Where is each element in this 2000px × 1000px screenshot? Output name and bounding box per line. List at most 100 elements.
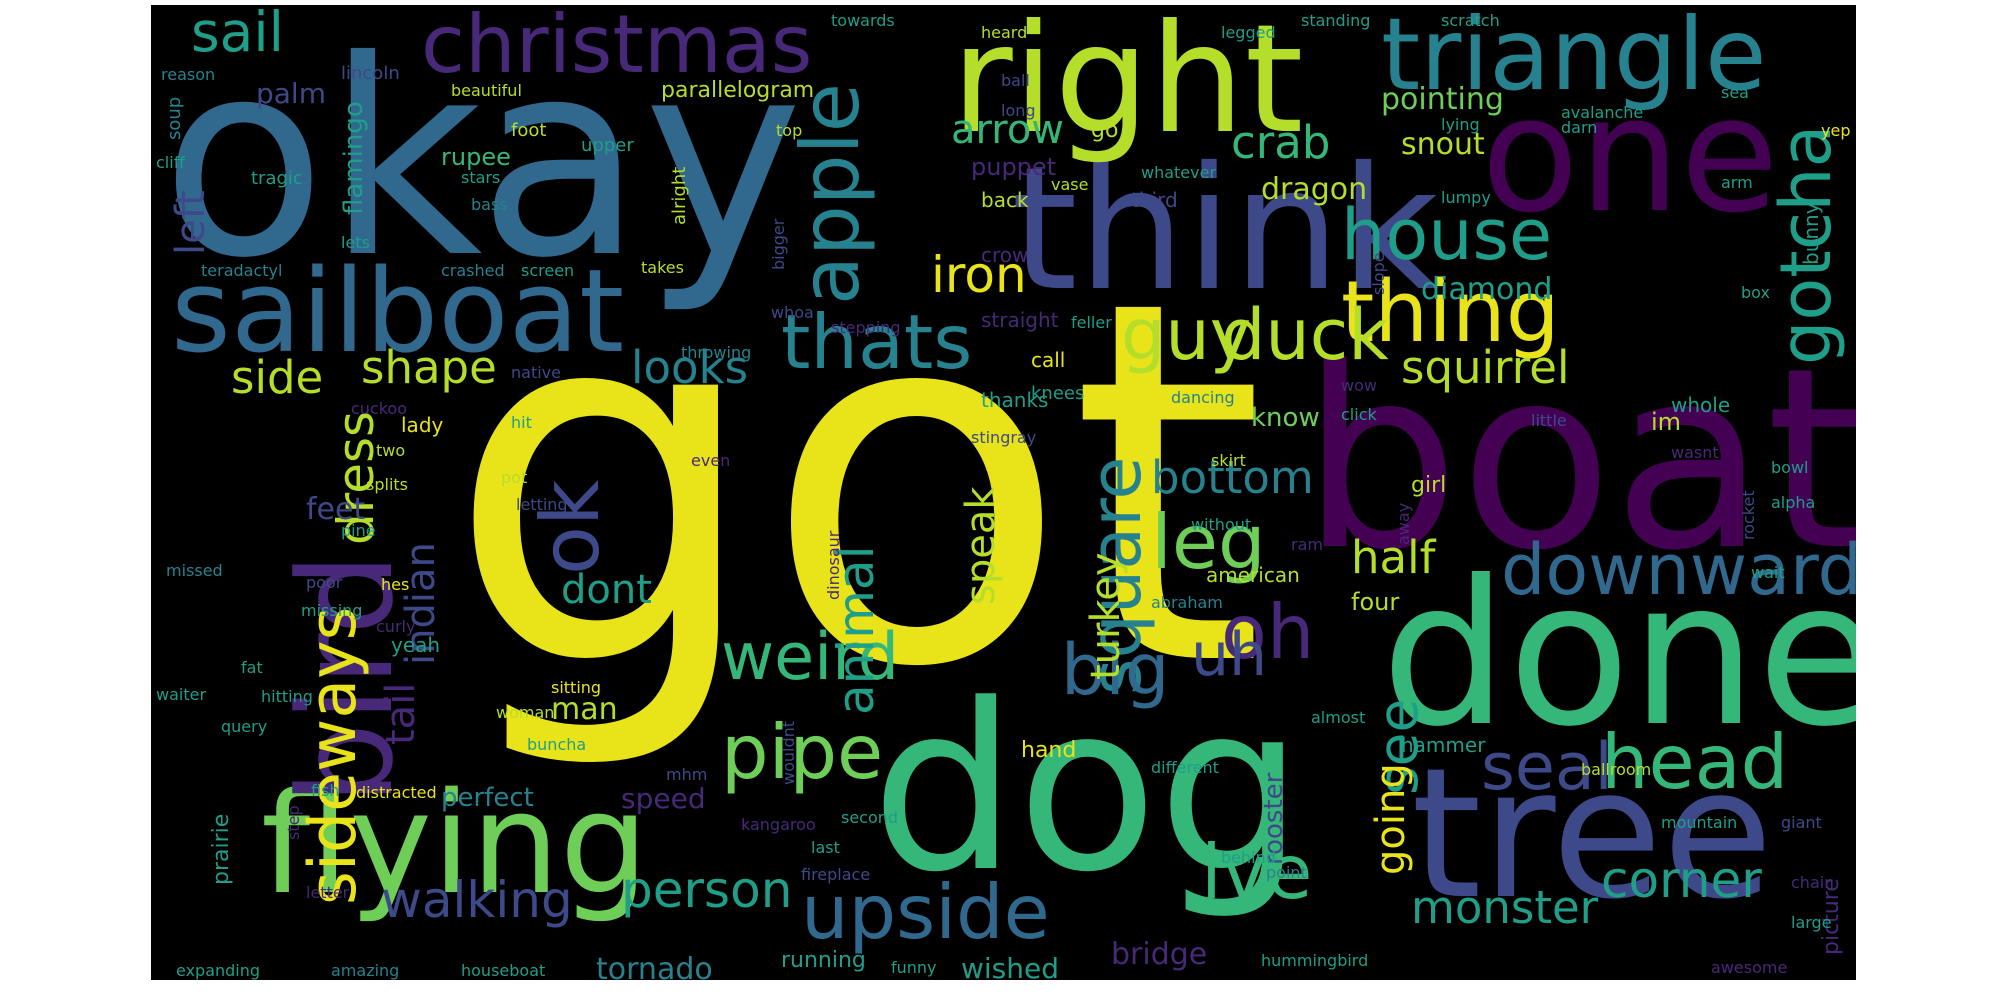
word-lets: lets [341,233,370,252]
word-straight: straight [981,308,1059,332]
word-downward: downward [1501,529,1856,611]
word-amazing: amazing [331,961,400,980]
word-side: side [231,351,324,404]
word-cloud: got okay boat dog done tree think one right flyin… [151,5,1856,980]
word-throwing: throwing [681,343,752,362]
word-ive: ive [1201,828,1313,916]
word-hand: hand [1021,738,1077,763]
word-little: little [1531,411,1567,430]
word-away: away [1394,502,1413,545]
word-waiter: waiter [156,685,207,704]
word-oh: oh [1221,588,1315,676]
word-foot: foot [511,120,547,141]
word-abraham: abraham [1151,593,1223,612]
word-vase: vase [1051,175,1089,194]
word-call: call [1031,348,1066,372]
word-left: left [168,190,214,255]
word-lady: lady [401,413,444,437]
word-perfect: perfect [441,783,534,813]
word-ram: ram [1291,535,1323,554]
word-houseboat: houseboat [461,961,546,980]
word-long: long [1001,101,1036,120]
word-darn: darn [1561,118,1598,137]
word-shape: shape [361,341,497,394]
word-palm: palm [256,77,326,110]
word-pot: pot [501,468,528,487]
word-missed: missed [166,561,223,580]
word-alright: alright [669,166,690,225]
word-hammer: hammer [1401,733,1486,757]
word-box: box [1741,283,1770,302]
word-diamond: diamond [1421,272,1553,307]
word-sitting: sitting [551,678,602,697]
word-hummingbird: hummingbird [1261,951,1369,970]
word-whoa: whoa [771,303,814,322]
word-wow: wow [1341,376,1377,395]
word-go: go [1091,118,1119,143]
word-crab: crab [1231,116,1331,169]
word-curly: curly [376,617,416,636]
word-knees: knees [1031,383,1085,404]
word-im: im [1651,408,1682,436]
word-person: person [621,861,793,919]
word-expanding: expanding [176,961,261,980]
word-fireplace: fireplace [801,865,871,884]
word-got: got [446,194,1266,776]
word-hit: hit [511,413,532,432]
word-speed: speed [621,782,706,815]
word-two: two [376,441,406,460]
word-thats: thats [781,298,973,386]
word-standing: standing [1301,11,1371,30]
word-christmas: christmas [421,5,813,91]
word-sail: sail [191,5,284,64]
word-prairie: prairie [209,813,234,885]
word-fat: fat [241,658,263,677]
word-corner: corner [1601,851,1762,909]
word-distracted: distracted [356,783,437,802]
word-legged: legged [1221,23,1276,42]
word-kangaroo: kangaroo [741,815,816,834]
word-snout: snout [1401,127,1485,162]
word-last: last [811,838,840,857]
word-bigger: bigger [769,218,788,270]
word-soup: soup [164,96,185,140]
word-seal: seal [1481,730,1613,805]
word-american: american [1206,563,1300,587]
word-missing: missing [301,601,363,620]
word-almost: almost [1311,708,1366,727]
word-triangle: triangle [1381,5,1767,113]
word-wasnt: wasnt [1671,443,1719,462]
word-girl: girl [1411,473,1447,498]
word-wouldnt: wouldnt [779,720,798,785]
word-skirt: skirt [1211,451,1246,470]
word-dancing: dancing [1171,388,1235,407]
word-leg: leg [1151,498,1266,586]
word-dragon: dragon [1261,172,1368,207]
word-native: native [511,363,561,382]
word-know: know [1251,403,1320,433]
word-turkey: turkey [1083,552,1129,681]
word-arm: arm [1721,173,1753,192]
word-even: even [691,451,731,470]
word-mountain: mountain [1661,813,1738,832]
word-weird: weird [721,620,900,695]
word-yeah: yeah [391,633,441,657]
word-ballroom: ballroom [1581,760,1652,779]
word-bridge: bridge [1111,937,1208,972]
word-stepping: stepping [831,318,901,337]
word-wished: wished [961,952,1060,981]
word-sideways: sideways [296,606,371,906]
word-letting: letting [516,495,568,514]
word-point: point [1266,863,1307,882]
word-house: house [1341,194,1553,276]
word-second: second [841,808,899,827]
word-alpha: alpha [1771,493,1816,512]
word-stingray: stingray [971,428,1037,447]
word-dog: dog [871,656,1304,923]
word-cuckoo: cuckoo [351,399,408,418]
word-screen: screen [521,261,575,280]
word-looks: looks [631,341,749,394]
word-speak: speak [958,486,1004,605]
word-uh: uh [1191,620,1268,690]
word-slope: slope [1369,252,1388,295]
